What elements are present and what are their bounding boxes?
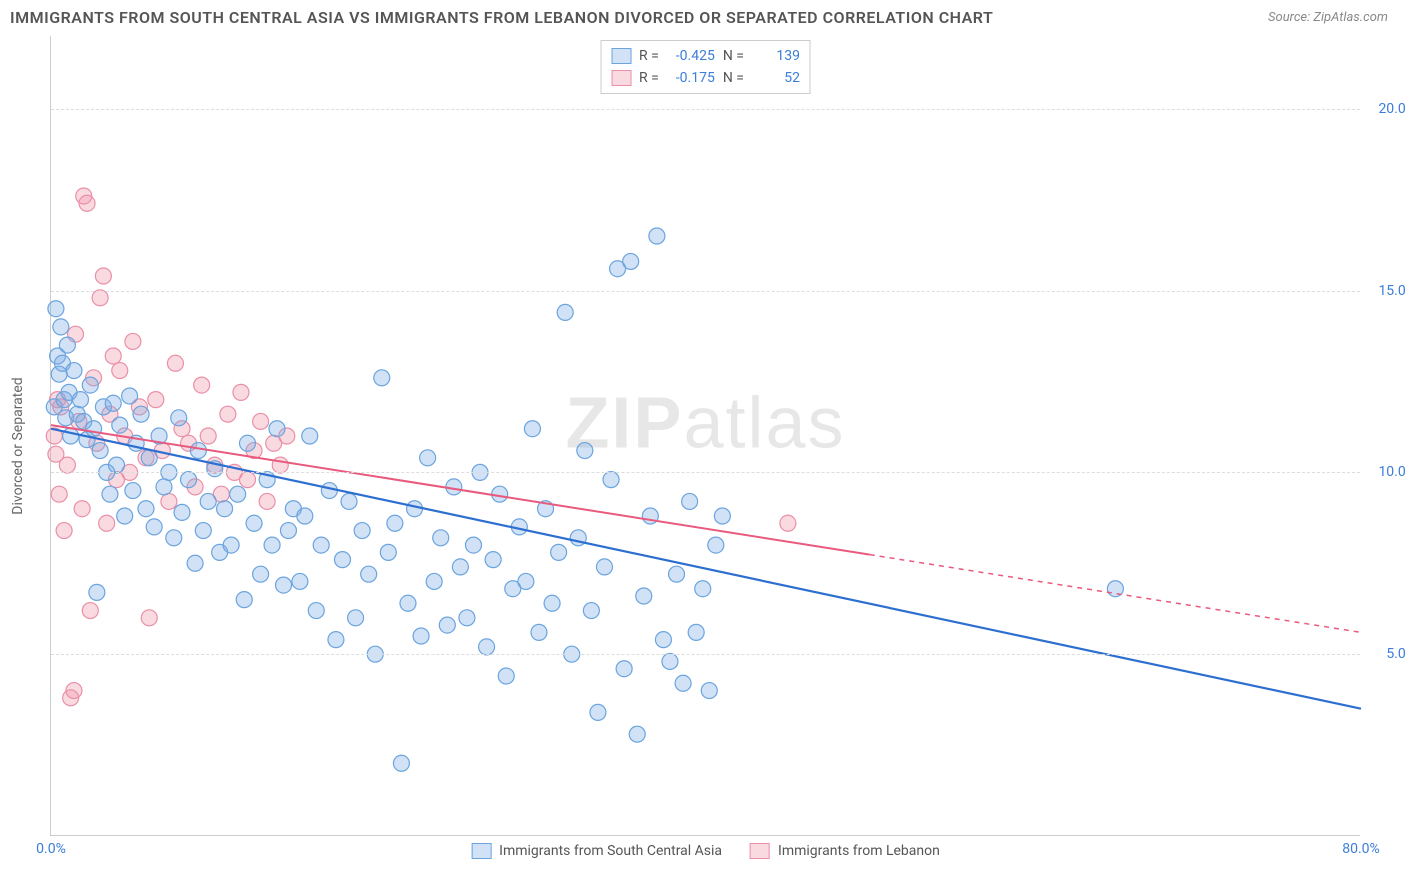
- gridline: [51, 109, 1360, 110]
- legend-label: Immigrants from South Central Asia: [499, 843, 722, 859]
- swatch-series2: [750, 843, 770, 859]
- legend-item-series1: Immigrants from South Central Asia: [471, 843, 722, 859]
- x-tick-label: 80.0%: [1342, 841, 1380, 857]
- gridline: [51, 472, 1360, 473]
- legend-label: Immigrants from Lebanon: [778, 843, 940, 859]
- stats-row-series2: R = -0.175 N = 52: [611, 67, 800, 89]
- stats-row-series1: R = -0.425 N = 139: [611, 45, 800, 67]
- correlation-stats-box: R = -0.425 N = 139 R = -0.175 N = 52: [600, 40, 811, 94]
- swatch-series2: [611, 70, 631, 86]
- gridline: [51, 654, 1360, 655]
- gridline: [51, 291, 1360, 292]
- y-axis-title: Divorced or Separated: [10, 377, 26, 514]
- chart-plot-area: ZIPatlas R = -0.425 N = 139 R = -0.175 N…: [50, 36, 1360, 836]
- y-tick-label: 20.0%: [1378, 101, 1406, 117]
- y-tick-label: 5.0%: [1386, 646, 1406, 662]
- y-tick-label: 10.0%: [1378, 464, 1406, 480]
- source-label: Source: ZipAtlas.com: [1268, 10, 1388, 25]
- scatter-svg: [51, 36, 1360, 835]
- bottom-legend: Immigrants from South Central Asia Immig…: [471, 843, 940, 859]
- y-tick-label: 15.0%: [1378, 283, 1406, 299]
- chart-title: IMMIGRANTS FROM SOUTH CENTRAL ASIA VS IM…: [10, 8, 993, 27]
- swatch-series1: [471, 843, 491, 859]
- swatch-series1: [611, 48, 631, 64]
- x-tick-label: 0.0%: [36, 841, 66, 857]
- legend-item-series2: Immigrants from Lebanon: [750, 843, 940, 859]
